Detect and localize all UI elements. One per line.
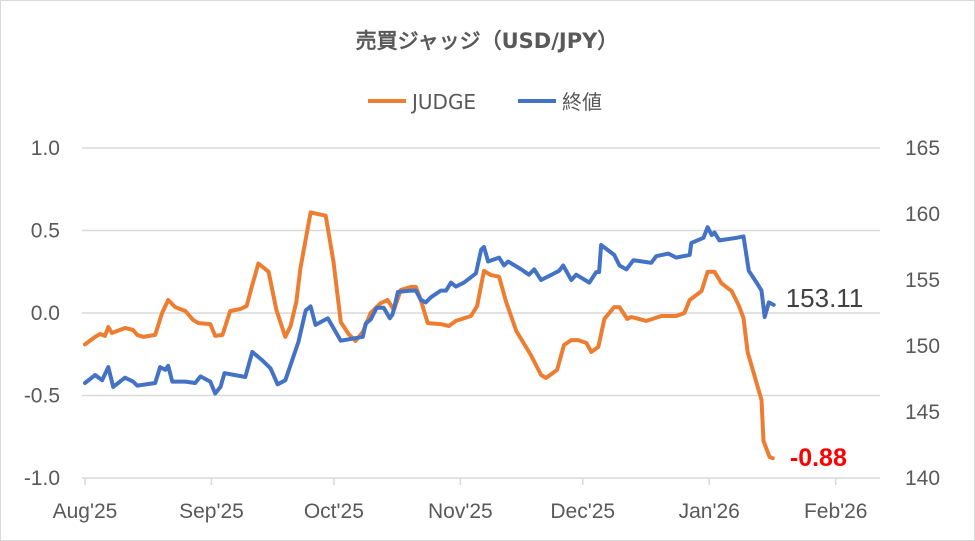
x-axis-tick-label: Oct'25 [304,500,364,523]
right-axis-tick-label: 150 [905,335,940,358]
chart-title: 売買ジャッジ（USD/JPY） [356,29,619,53]
left-axis-tick-label: -0.5 [24,385,60,408]
legend-close-label: 終値 [562,90,602,114]
x-axis-tick-label: Nov'25 [428,500,493,523]
close-series-line [83,225,776,396]
x-axis-tick-label: Dec'25 [550,500,615,523]
left-axis-tick-label: 1.0 [31,137,60,160]
legend: JUDGE 終値 [368,90,602,114]
judge-end-label: -0.88 [790,444,847,472]
right-axis-tick-label: 155 [905,269,940,292]
x-axis-tick-label: Aug'25 [53,500,118,523]
close-end-label: 153.11 [786,283,864,313]
right-axis-tick-label: 145 [905,401,940,424]
x-axis-tick-label: Feb'26 [804,500,868,523]
right-axis-tick-label: 165 [905,137,940,160]
left-axis-tick-label: 0.0 [31,302,60,325]
x-axis-tick-label: Sep'25 [179,500,244,523]
right-axis-tick-label: 140 [905,467,940,490]
left-axis-tick-label: 0.5 [31,220,60,243]
right-axis-tick-label: 160 [905,203,940,226]
legend-judge-label: JUDGE [410,90,476,114]
left-axis-tick-label: -1.0 [24,467,60,490]
x-axis-tick-label: Jan'26 [679,500,740,523]
